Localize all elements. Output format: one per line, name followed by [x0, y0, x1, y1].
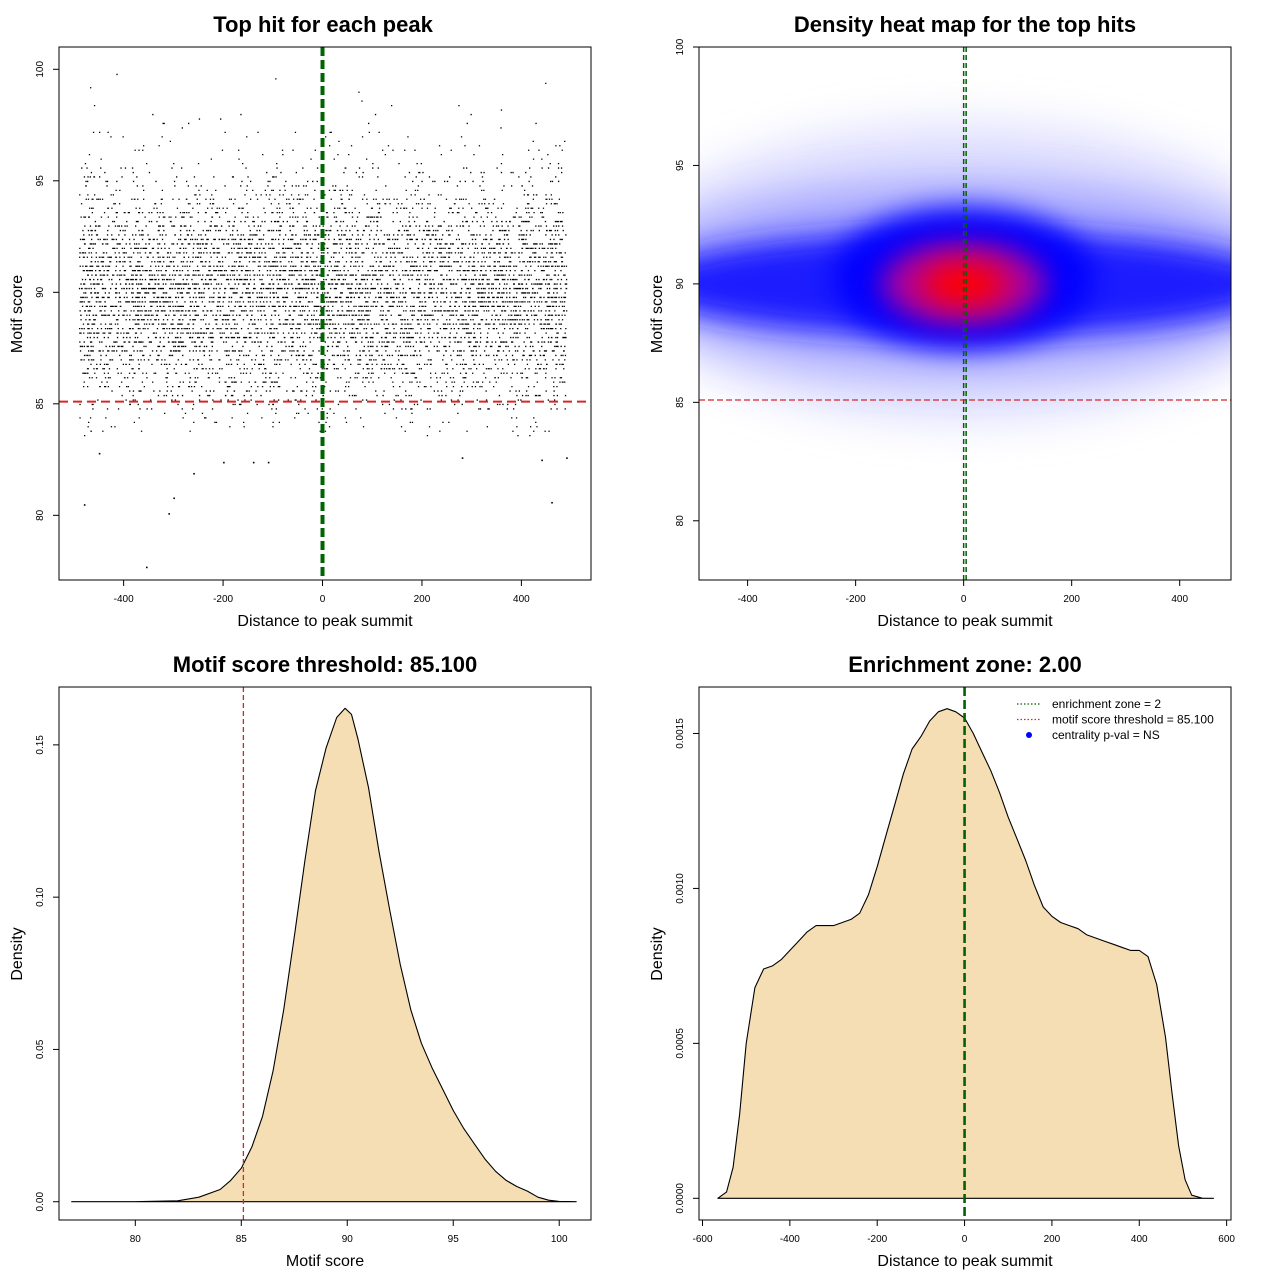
x-tick-label: 95 [448, 1234, 460, 1245]
x-tick-label: 200 [414, 594, 431, 605]
y-axis-label: Density [649, 927, 666, 980]
x-axis-label: Distance to peak summit [877, 613, 1053, 630]
x-axis: -400 -200 0 200 400 [738, 580, 1188, 605]
x-tick-label: 0 [320, 594, 326, 605]
plot-frame [58, 686, 592, 1221]
x-tick-label: 100 [551, 1234, 568, 1245]
scatter-point [193, 472, 195, 475]
x-axis-label: Motif score [286, 1253, 364, 1270]
scatter-point [173, 497, 175, 500]
x-tick-label: -200 [213, 594, 233, 605]
panel-title: Motif score threshold: 85.100 [173, 652, 477, 677]
y-tick-label: 0.0015 [675, 718, 686, 749]
density-curve [71, 707, 577, 1203]
x-axis-label: Distance to peak summit [877, 1253, 1053, 1270]
scatter-point [461, 457, 464, 459]
y-axis-label: Motif score [9, 275, 26, 353]
x-axis: -600 -400 -200 0 200 400 600 [692, 1220, 1235, 1245]
y-tick-label: 0.10 [35, 887, 46, 907]
x-tick-label: 400 [513, 594, 530, 605]
legend-entry-label: enrichment zone = 2 [1052, 697, 1161, 711]
scatter-point [168, 513, 170, 515]
legend-entry-label: centrality p-val = NS [1052, 728, 1160, 742]
x-tick-label: -600 [692, 1234, 712, 1245]
plot-frame [698, 46, 1232, 581]
x-tick-label: 90 [342, 1234, 354, 1245]
y-tick-label: 90 [675, 278, 686, 290]
scatter-point [541, 459, 543, 462]
legend: enrichment zone = 2 motif score threshold… [1017, 697, 1214, 742]
x-tick-label: 80 [130, 1234, 142, 1245]
y-tick-label: 100 [675, 38, 686, 55]
scatter-points [78, 73, 568, 437]
panel-top-hit-scatter: Top hit for each peak -400 -200 0 200 400 80… [9, 12, 592, 630]
panel-title: Density heat map for the top hits [794, 12, 1136, 37]
y-axis: 0.0000 0.0005 0.0010 0.0015 [675, 718, 699, 1214]
x-tick-label: -400 [114, 594, 134, 605]
panel-motif-score-density: Motif score threshold: 85.100 80 85 90 95 10… [9, 652, 592, 1270]
panel-title: Top hit for each peak [213, 12, 433, 37]
scatter-point [83, 504, 86, 506]
x-tick-label: -400 [738, 594, 758, 605]
scatter-point [146, 566, 148, 569]
y-tick-label: 95 [675, 159, 686, 171]
panel-density-heatmap: Density heat map for the top hits -400 -2… [649, 12, 1232, 630]
y-axis: 80 85 90 95 100 [35, 61, 59, 521]
scatter-point [98, 452, 101, 455]
y-axis: 0.00 0.05 0.10 0.15 [35, 735, 59, 1212]
y-axis-label: Motif score [649, 275, 666, 353]
plot-area [71, 687, 577, 1220]
plot-area [699, 47, 1231, 580]
scatter-point [551, 501, 553, 504]
legend-entry-label: motif score threshold = 85.100 [1052, 713, 1214, 727]
y-axis: 80 85 90 95 100 [675, 38, 699, 526]
x-tick-label: -400 [780, 1234, 800, 1245]
x-tick-label: 200 [1044, 1234, 1061, 1245]
x-tick-label: 200 [1063, 594, 1080, 605]
x-tick-label: 0 [961, 594, 967, 605]
plot-area [59, 47, 591, 580]
x-axis-label: Distance to peak summit [237, 613, 413, 630]
x-tick-label: 400 [1131, 1234, 1148, 1245]
y-tick-label: 0.0010 [675, 873, 686, 904]
y-tick-label: 0.15 [35, 735, 46, 755]
x-axis: -400 -200 0 200 400 [114, 580, 530, 605]
y-tick-label: 0.0000 [675, 1183, 686, 1214]
x-tick-label: -200 [846, 594, 866, 605]
x-tick-label: 0 [962, 1234, 968, 1245]
scatter-point [223, 461, 225, 464]
x-tick-label: -200 [867, 1234, 887, 1245]
y-tick-label: 85 [35, 398, 46, 410]
panel-title: Enrichment zone: 2.00 [848, 652, 1082, 677]
y-tick-label: 80 [35, 509, 46, 521]
y-tick-label: 85 [675, 396, 686, 408]
y-tick-label: 0.05 [35, 1039, 46, 1059]
x-tick-label: 400 [1171, 594, 1188, 605]
y-tick-label: 0.0005 [675, 1028, 686, 1059]
scatter-point [267, 461, 270, 464]
x-tick-label: 600 [1218, 1234, 1235, 1245]
y-tick-label: 80 [675, 515, 686, 527]
y-tick-label: 100 [35, 61, 46, 78]
y-tick-label: 95 [35, 175, 46, 187]
y-tick-label: 0.00 [35, 1192, 46, 1212]
plot-area [717, 687, 1215, 1220]
x-tick-label: 85 [236, 1234, 248, 1245]
scatter-point [566, 457, 568, 459]
legend-point-marker [1026, 732, 1032, 738]
y-axis-label: Density [9, 927, 26, 980]
scatter-point [252, 461, 255, 464]
y-tick-label: 90 [35, 286, 46, 298]
x-axis: 80 85 90 95 100 [130, 1220, 568, 1245]
panel-enrichment-zone-density: Enrichment zone: 2.00 -600 -400 -200 0 200 40… [649, 652, 1235, 1270]
plot-frame [58, 46, 592, 581]
